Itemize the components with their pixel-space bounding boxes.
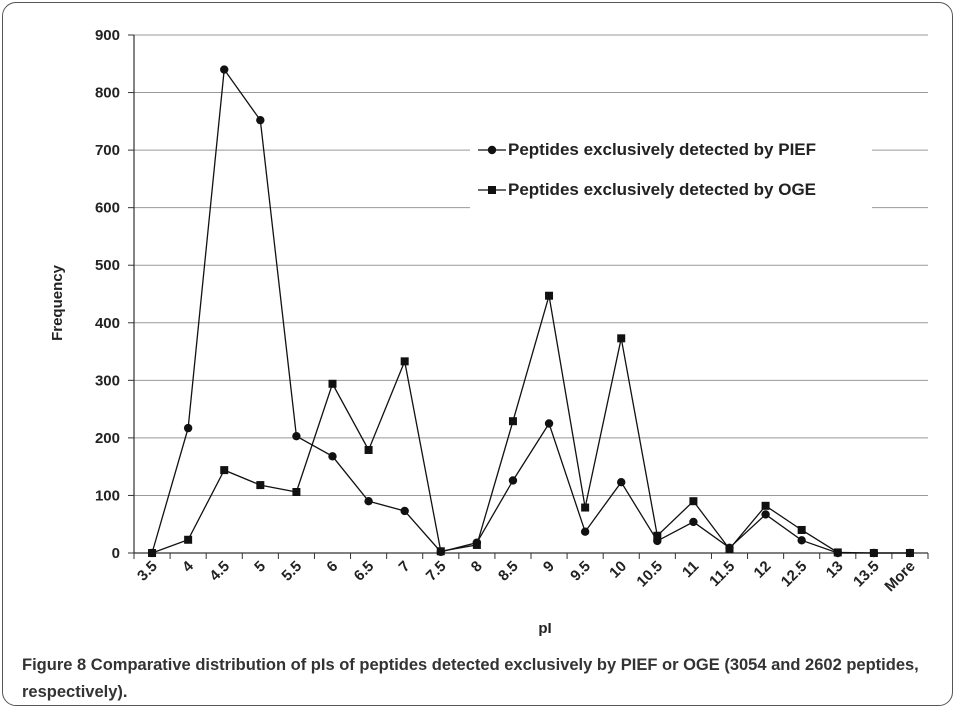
- series-line: [151, 295, 910, 554]
- marker: [508, 417, 517, 426]
- caption: Figure 8 Comparative distribution of pIs…: [22, 652, 937, 706]
- x-tick-label: 11: [679, 558, 702, 581]
- y-tick-label: 800: [95, 85, 120, 102]
- legend-entry: Peptides exclusively detected by OGE: [476, 179, 866, 201]
- marker: [833, 548, 842, 557]
- caption-label: Figure 8: [22, 656, 87, 674]
- x-tick-label: 8: [468, 558, 486, 576]
- marker: [487, 145, 497, 155]
- marker: [184, 535, 193, 544]
- marker: [148, 549, 157, 557]
- marker: [544, 419, 554, 428]
- x-tick-label: 11.5: [706, 558, 738, 590]
- y-tick-label: 900: [95, 27, 120, 44]
- y-tick-label: 500: [95, 257, 120, 274]
- x-tick-label: 6: [323, 558, 341, 576]
- marker: [328, 452, 337, 461]
- x-tick-label: 3.5: [134, 558, 161, 585]
- marker: [400, 506, 409, 516]
- y-tick-label: 400: [95, 315, 120, 332]
- x-tick-label: 9: [540, 558, 558, 576]
- x-tick-label: 4: [179, 557, 197, 575]
- marker: [617, 478, 626, 487]
- marker: [364, 497, 373, 506]
- marker: [472, 540, 481, 549]
- y-tick-label: 0: [112, 545, 120, 562]
- legend: Peptides exclusively detected by PIEF Pep…: [470, 135, 872, 223]
- marker: [581, 503, 590, 512]
- x-tick-label: 4.5: [206, 558, 233, 585]
- marker: [183, 423, 193, 433]
- legend-entry: Peptides exclusively detected by PIEF: [476, 139, 866, 161]
- marker: [220, 466, 229, 475]
- marker: [488, 186, 496, 194]
- marker: [797, 536, 806, 545]
- marker: [545, 291, 554, 300]
- marker: [905, 549, 914, 557]
- marker: [761, 510, 770, 519]
- x-tick-label: 6.5: [351, 558, 378, 585]
- x-tick-label: 9.5: [567, 558, 594, 585]
- marker: [689, 517, 698, 527]
- legend-label: Peptides exclusively detected by OGE: [508, 180, 817, 199]
- x-tick-label: 13: [823, 558, 847, 582]
- x-tick-label: 10: [606, 558, 630, 582]
- marker: [436, 547, 445, 556]
- x-tick-label: 12: [751, 558, 775, 582]
- caption-text: Comparative distribution of pIs of pepti…: [22, 656, 919, 701]
- x-tick-label: 7.5: [423, 558, 450, 585]
- x-tick-label: 5: [251, 558, 269, 576]
- marker: [653, 531, 662, 540]
- marker: [220, 65, 229, 74]
- legend-label: Peptides exclusively detected by PIEF: [508, 140, 817, 159]
- x-tick-label: 12.5: [778, 558, 811, 591]
- marker: [725, 544, 734, 553]
- x-tick-label: More: [881, 558, 918, 595]
- marker: [689, 497, 698, 506]
- legend-swatch: [478, 145, 506, 155]
- marker: [797, 525, 806, 534]
- marker: [328, 379, 337, 388]
- series-line: [151, 67, 910, 554]
- y-tick-label: 200: [95, 430, 120, 447]
- marker: [580, 527, 590, 536]
- marker: [617, 334, 626, 343]
- marker: [292, 487, 301, 496]
- x-tick-label: 13.5: [850, 558, 883, 591]
- legend-swatch: [478, 186, 506, 194]
- x-tick-label: 10.5: [633, 558, 666, 591]
- marker: [400, 357, 409, 366]
- y-tick-label: 700: [95, 142, 120, 159]
- y-tick-label: 300: [95, 372, 120, 389]
- x-tick-label: 5.5: [278, 558, 305, 585]
- y-tick-label: 100: [95, 487, 120, 504]
- marker: [869, 549, 878, 557]
- marker: [508, 476, 518, 485]
- marker: [256, 115, 265, 125]
- x-tick-label: 8.5: [495, 558, 522, 585]
- y-axis-title: Frequency: [49, 264, 66, 341]
- marker: [256, 481, 265, 490]
- x-axis-title: pI: [538, 620, 551, 637]
- marker: [761, 501, 770, 510]
- x-tick-label: 7: [396, 558, 414, 576]
- marker: [364, 445, 373, 454]
- y-tick-label: 600: [95, 200, 120, 217]
- marker: [292, 431, 301, 441]
